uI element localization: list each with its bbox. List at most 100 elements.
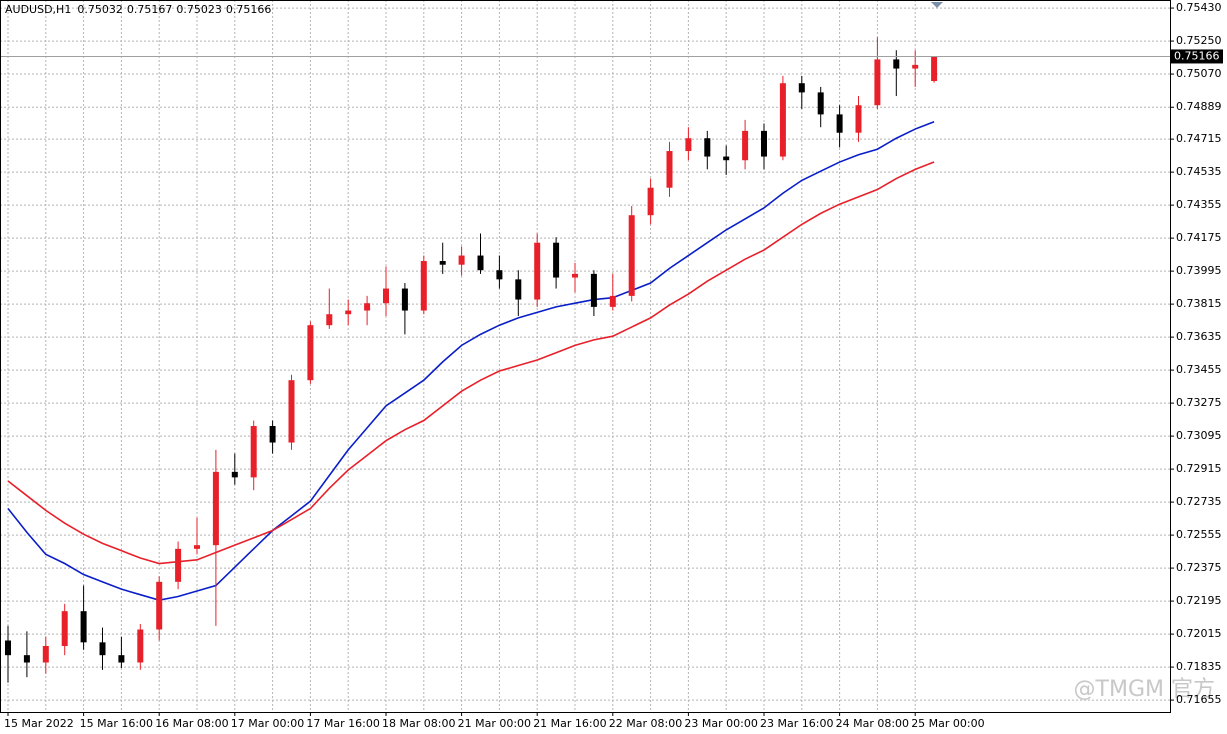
- candle-body: [666, 151, 673, 188]
- candle-body: [118, 655, 125, 663]
- y-tick-label: 0.75250: [1176, 34, 1222, 47]
- y-tick-label: 0.73815: [1176, 297, 1222, 310]
- candle-body: [590, 273, 597, 307]
- candle-body: [269, 426, 276, 443]
- x-tick-label: 16 Mar 08:00: [155, 717, 228, 730]
- y-tick-label: 0.72555: [1176, 528, 1222, 541]
- candle-body: [23, 655, 30, 663]
- y-tick-label: 0.73635: [1176, 330, 1222, 343]
- plot-frame: [0, 0, 1171, 713]
- candle-body: [742, 130, 749, 161]
- candle-body: [99, 642, 106, 656]
- candle-body: [704, 138, 711, 157]
- shift-marker: [931, 2, 943, 8]
- candle-body: [137, 629, 144, 663]
- candle-body: [250, 426, 257, 478]
- current-price-label: 0.75166: [1174, 49, 1220, 62]
- candle-body: [231, 471, 238, 478]
- candle-body: [931, 56, 938, 82]
- candle-body: [534, 242, 541, 300]
- x-tick-label: 15 Mar 16:00: [80, 717, 153, 730]
- candle-body: [893, 59, 900, 69]
- x-tick-label: 24 Mar 08:00: [836, 717, 909, 730]
- moving-average: [7, 120, 935, 601]
- y-tick-label: 0.74175: [1176, 231, 1222, 244]
- candle-body: [42, 646, 49, 663]
- watermark: @TMGM 官方: [1074, 677, 1215, 702]
- candle-body: [326, 314, 333, 326]
- current-price-box: [1171, 49, 1223, 64]
- y-tick-label: 0.74715: [1176, 132, 1222, 145]
- candle-body: [628, 215, 635, 296]
- y-tick-label: 0.71655: [1176, 693, 1222, 706]
- candle-body: [836, 114, 843, 133]
- candle-body: [212, 471, 219, 546]
- candle-body: [553, 242, 560, 278]
- candle-body: [288, 380, 295, 443]
- x-tick-label: 15 Mar 2022: [4, 717, 74, 730]
- chart-title: AUDUSD,H1 0.75032 0.75167 0.75023 0.75166: [5, 3, 271, 16]
- x-tick-label: 21 Mar 00:00: [458, 717, 531, 730]
- candle-body: [420, 261, 427, 311]
- y-tick-label: 0.73455: [1176, 363, 1222, 376]
- candle-body: [609, 295, 616, 307]
- x-tick-label: 17 Mar 00:00: [231, 717, 304, 730]
- moving-average: [7, 161, 935, 565]
- y-tick-label: 0.73095: [1176, 429, 1222, 442]
- candle-body: [5, 640, 11, 656]
- x-tick-label: 18 Mar 08:00: [382, 717, 455, 730]
- candle-body: [156, 581, 163, 630]
- y-tick-label: 0.72195: [1176, 594, 1222, 607]
- candle-body: [458, 255, 465, 265]
- candle-body: [61, 611, 68, 647]
- bar-high: 0.75167: [127, 3, 173, 16]
- x-tick-label: 25 Mar 00:00: [911, 717, 984, 730]
- candle-body: [817, 92, 824, 115]
- x-tick-label: 21 Mar 16:00: [533, 717, 606, 730]
- grid: [0, 0, 1170, 712]
- y-tick-label: 0.74355: [1176, 198, 1222, 211]
- candle-body: [855, 105, 862, 133]
- bar-close: 0.75166: [226, 3, 272, 16]
- candle-body: [779, 83, 786, 157]
- candle-body: [307, 325, 314, 381]
- y-tick-label: 0.73995: [1176, 264, 1222, 277]
- y-tick-label: 0.71835: [1176, 660, 1222, 673]
- candle-body: [401, 288, 408, 311]
- candle-body: [798, 83, 805, 93]
- candle-body: [175, 548, 182, 582]
- candle-body: [723, 156, 730, 161]
- bar-low: 0.75023: [176, 3, 222, 16]
- candle-body: [383, 288, 389, 304]
- candle-body: [496, 270, 503, 280]
- candle-body: [647, 187, 654, 216]
- bar-open: 0.75032: [77, 3, 123, 16]
- y-tick-label: 0.73275: [1176, 396, 1222, 409]
- y-tick-label: 0.72015: [1176, 627, 1222, 640]
- candle-body: [194, 545, 200, 549]
- candle-body: [515, 279, 522, 300]
- y-tick-label: 0.72735: [1176, 495, 1222, 508]
- y-tick-label: 0.72915: [1176, 462, 1222, 475]
- candle-body: [874, 59, 881, 106]
- x-tick-label: 23 Mar 00:00: [684, 717, 757, 730]
- x-tick-label: 17 Mar 16:00: [306, 717, 379, 730]
- candle-body: [477, 255, 484, 271]
- candle-body: [439, 261, 446, 265]
- candle-body: [685, 138, 692, 152]
- y-tick-label: 0.75070: [1176, 67, 1222, 80]
- x-tick-label: 22 Mar 08:00: [609, 717, 682, 730]
- candle-body: [80, 611, 87, 643]
- plot: [0, 37, 1170, 683]
- y-tick-label: 0.75430: [1176, 1, 1222, 14]
- x-tick-label: 23 Mar 16:00: [760, 717, 833, 730]
- candle-body: [345, 310, 352, 315]
- candle-body: [364, 303, 371, 311]
- candle-body: [912, 64, 919, 69]
- y-tick-label: 0.74535: [1176, 165, 1222, 178]
- candle-body: [761, 130, 767, 157]
- symbol: AUDUSD,H1: [5, 3, 71, 16]
- y-tick-label: 0.72375: [1176, 561, 1222, 574]
